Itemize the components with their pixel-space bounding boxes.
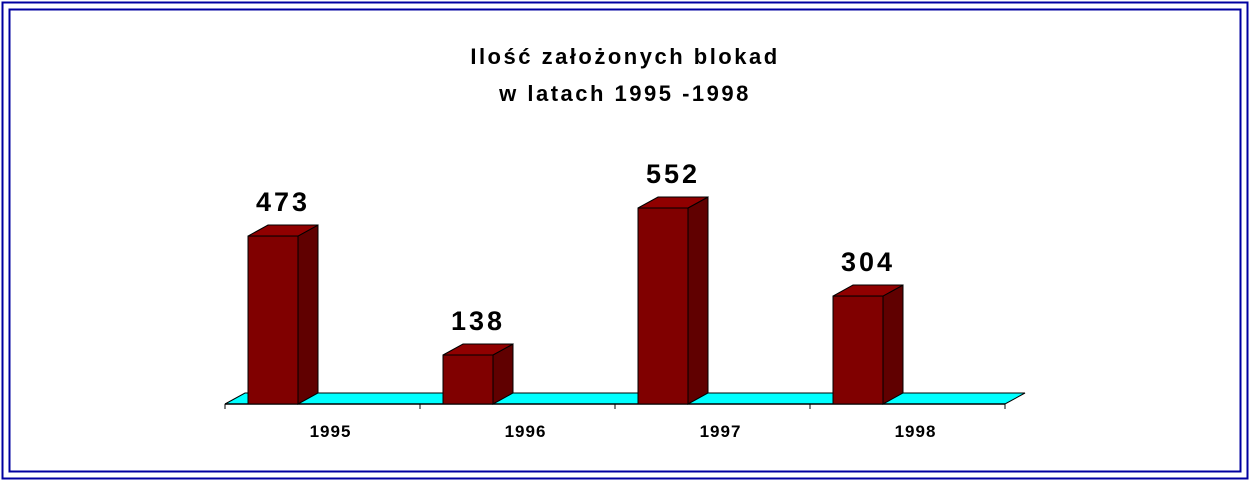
chart-title: Ilość założonych blokad bbox=[470, 44, 779, 69]
bar-side bbox=[297, 224, 319, 405]
x-tick-label: 1997 bbox=[700, 422, 742, 441]
x-tick-label: 1996 bbox=[505, 422, 547, 441]
data-label: 138 bbox=[451, 306, 505, 336]
inner-border bbox=[8, 8, 1242, 473]
bar bbox=[247, 235, 299, 405]
x-tick-label: 1995 bbox=[310, 422, 352, 441]
bar-side bbox=[687, 196, 709, 405]
bar-side bbox=[882, 284, 904, 405]
floor bbox=[224, 392, 1026, 405]
x-tick-label: 1998 bbox=[895, 422, 937, 441]
bar bbox=[832, 295, 884, 405]
bar bbox=[637, 207, 689, 405]
bar bbox=[442, 354, 494, 405]
chart-title: w latach 1995 -1998 bbox=[498, 81, 751, 106]
data-label: 552 bbox=[646, 159, 700, 189]
data-label: 473 bbox=[256, 187, 310, 217]
data-label: 304 bbox=[841, 247, 895, 277]
